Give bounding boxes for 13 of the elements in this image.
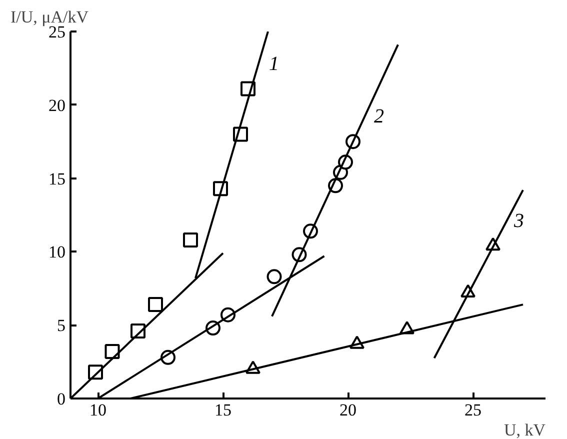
series-label: 2 bbox=[374, 106, 384, 128]
y-tick-label: 15 bbox=[48, 169, 66, 188]
x-tick-label: 20 bbox=[340, 400, 356, 420]
x-tick-label: 25 bbox=[464, 400, 482, 420]
y-tick-label: 5 bbox=[57, 316, 66, 336]
x-axis-title: U, kV bbox=[504, 420, 546, 439]
series-label: 3 bbox=[513, 210, 524, 232]
series-label: 1 bbox=[269, 52, 279, 75]
x-tick-label: 10 bbox=[90, 400, 106, 420]
x-tick-label: 15 bbox=[214, 400, 232, 420]
y-tick-label: 10 bbox=[48, 242, 66, 262]
y-tick-label: 20 bbox=[48, 96, 66, 115]
y-tick-label: 0 bbox=[57, 390, 66, 408]
